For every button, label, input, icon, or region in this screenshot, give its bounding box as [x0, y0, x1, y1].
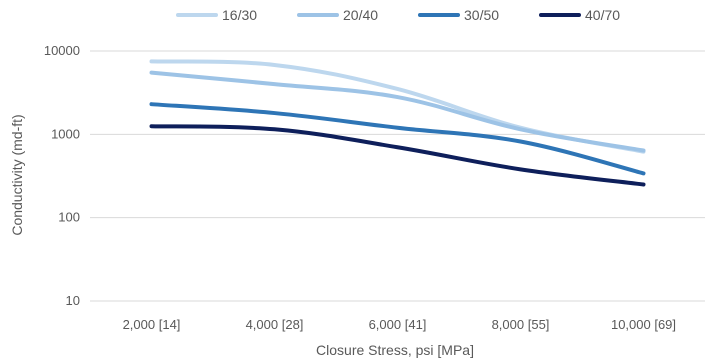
x-tick-label: 4,000 [28]: [246, 317, 304, 332]
legend-item: 40/70: [539, 7, 620, 23]
legend-item: 16/30: [176, 7, 257, 23]
y-tick-label: 100: [58, 210, 80, 225]
y-tick-label: 10: [66, 293, 80, 308]
x-axis-title: Closure Stress, psi [MPa]: [316, 342, 474, 358]
y-axis-title: Conductivity (md-ft): [9, 114, 25, 235]
legend-label: 20/40: [343, 7, 378, 23]
x-tick-label: 10,000 [69]: [611, 317, 676, 332]
legend-label: 30/50: [464, 7, 499, 23]
y-axis-ticks: 10 100 1000 10000: [44, 43, 80, 308]
legend: 16/30 20/40 30/50 40/70: [176, 7, 620, 23]
x-axis-ticks: 2,000 [14] 4,000 [28] 6,000 [41] 8,000 [55]…: [123, 317, 676, 332]
x-tick-label: 6,000 [41]: [369, 317, 427, 332]
legend-item: 20/40: [297, 7, 378, 23]
series-line-30-50: [149, 102, 646, 176]
legend-label: 40/70: [585, 7, 620, 23]
series-line-40-70: [149, 124, 646, 187]
y-tick-label: 1000: [51, 126, 80, 141]
series-line-20-40: [149, 70, 646, 153]
legend-item: 30/50: [418, 7, 499, 23]
x-tick-label: 2,000 [14]: [123, 317, 181, 332]
series-lines: [149, 59, 646, 187]
x-tick-label: 8,000 [55]: [492, 317, 550, 332]
y-tick-label: 10000: [44, 43, 80, 58]
legend-label: 16/30: [222, 7, 257, 23]
gridlines: [90, 50, 705, 302]
